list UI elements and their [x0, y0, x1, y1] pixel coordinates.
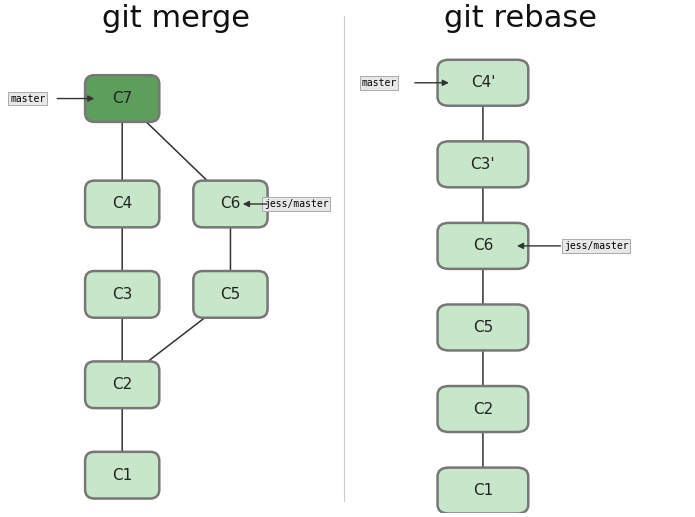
FancyBboxPatch shape — [438, 467, 528, 513]
Text: C1: C1 — [473, 483, 493, 498]
FancyBboxPatch shape — [438, 386, 528, 432]
FancyBboxPatch shape — [438, 305, 528, 351]
Text: C5: C5 — [220, 287, 240, 302]
Text: C2: C2 — [112, 377, 132, 392]
FancyBboxPatch shape — [438, 223, 528, 269]
Text: C3: C3 — [112, 287, 132, 302]
Title: git merge: git merge — [102, 4, 250, 33]
Text: C1: C1 — [112, 468, 132, 483]
Text: master: master — [361, 78, 397, 88]
FancyBboxPatch shape — [438, 60, 528, 106]
FancyBboxPatch shape — [193, 271, 268, 318]
FancyBboxPatch shape — [438, 141, 528, 187]
FancyBboxPatch shape — [193, 180, 268, 227]
Title: git rebase: git rebase — [444, 4, 597, 33]
Text: C7: C7 — [112, 91, 132, 106]
Text: jess/master: jess/master — [264, 199, 329, 209]
Text: jess/master: jess/master — [564, 241, 629, 251]
Text: C2: C2 — [473, 402, 493, 417]
FancyBboxPatch shape — [85, 271, 159, 318]
FancyBboxPatch shape — [85, 452, 159, 498]
FancyBboxPatch shape — [85, 75, 159, 122]
Text: C4': C4' — [471, 75, 495, 90]
Text: C5: C5 — [473, 320, 493, 335]
Text: C4: C4 — [112, 196, 132, 211]
Text: C6: C6 — [220, 196, 240, 211]
FancyBboxPatch shape — [85, 361, 159, 408]
FancyBboxPatch shape — [85, 180, 159, 227]
Text: C6: C6 — [473, 238, 493, 253]
Text: master: master — [10, 94, 45, 103]
Text: C3': C3' — [471, 157, 496, 172]
